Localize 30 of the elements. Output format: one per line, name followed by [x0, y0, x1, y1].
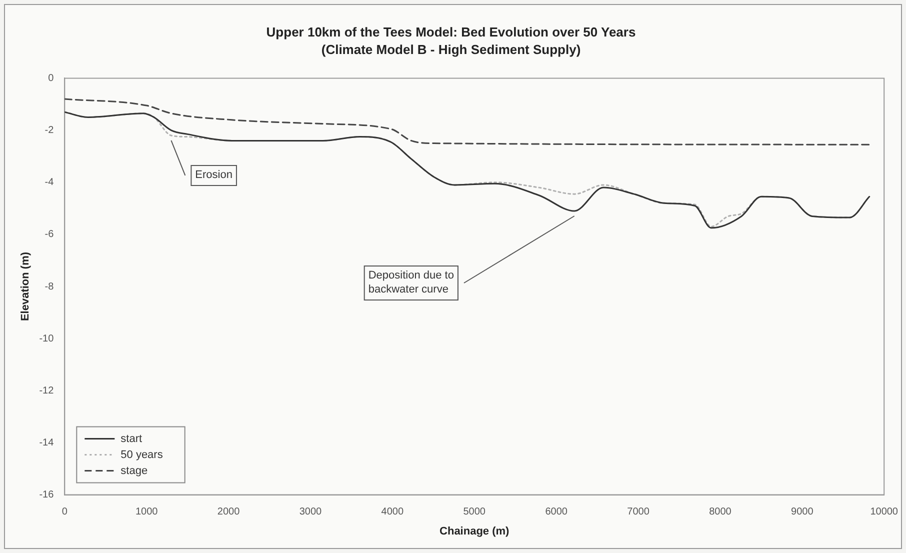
- x-axis-title: Chainage (m): [440, 525, 510, 538]
- y-tick-label: -8: [44, 281, 54, 292]
- x-tick-label: 2000: [217, 506, 240, 518]
- x-tick-label: 4000: [381, 506, 404, 518]
- y-tick-label: -4: [44, 177, 54, 188]
- x-tick-label: 8000: [709, 506, 732, 518]
- line-series: [64, 98, 870, 146]
- x-tick-label: 7000: [627, 506, 650, 518]
- chart-title: Upper 10km of the Tees Model: Bed Evolution over 50 Years: [266, 24, 636, 40]
- y-tick-label: -10: [39, 333, 54, 344]
- y-tick-label: -16: [39, 490, 54, 501]
- x-tick-label: 5000: [463, 506, 486, 518]
- x-tick-label: 6000: [545, 506, 568, 518]
- chart-subtitle: (Climate Model B - High Sediment Supply): [321, 42, 581, 57]
- x-tick-label: 10000: [870, 506, 898, 518]
- x-tick-label: 9000: [791, 506, 814, 518]
- y-axis-title: Elevation (m): [20, 252, 32, 322]
- y-tick-label: -6: [44, 229, 54, 240]
- y-tick-label: -14: [39, 437, 54, 448]
- x-tick-label: 3000: [299, 506, 322, 518]
- y-tick-label: -12: [39, 385, 54, 396]
- x-tick-label: 1000: [135, 506, 158, 518]
- annotation: Deposition due to backwater curve: [368, 270, 454, 296]
- legend-label: 50 years: [120, 448, 164, 461]
- legend-label: stage: [120, 464, 148, 477]
- annotation: Erosion: [195, 169, 232, 182]
- legend-label: start: [120, 432, 142, 445]
- y-tick-label: -2: [44, 125, 54, 136]
- x-tick-label: 0: [62, 506, 68, 518]
- y-tick-label: 0: [48, 72, 54, 84]
